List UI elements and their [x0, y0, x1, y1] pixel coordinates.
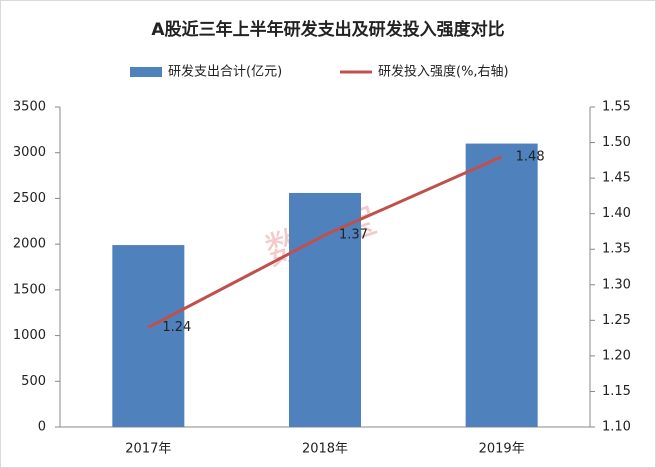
data-label: 1.24: [162, 320, 191, 335]
y-tick-label: 500: [21, 374, 46, 389]
bar: [465, 143, 538, 428]
y-tick-label: 2000: [13, 237, 46, 252]
y2-tick-label: 1.25: [602, 313, 631, 328]
data-label: 1.37: [339, 228, 368, 243]
bar: [112, 245, 185, 427]
x-tick-label: 2019年: [479, 442, 525, 457]
y2-tick-label: 1.50: [602, 135, 631, 150]
y2-tick-label: 1.30: [602, 277, 631, 292]
legend-label: 研发投入强度(%,右轴): [378, 64, 509, 80]
y-tick-label: 1500: [13, 282, 46, 297]
y-tick-label: 1000: [13, 328, 46, 343]
y2-tick-label: 1.10: [602, 420, 631, 435]
chart-title: A股近三年上半年研发支出及研发投入强度对比: [151, 19, 504, 40]
y2-tick-label: 1.40: [602, 206, 631, 221]
y2-tick-label: 1.35: [602, 242, 631, 257]
x-tick-label: 2017年: [125, 442, 171, 457]
y2-tick-label: 1.45: [602, 171, 631, 186]
y2-tick-label: 1.15: [602, 384, 631, 399]
x-tick-label: 2018年: [302, 442, 348, 457]
line: [147, 155, 503, 329]
y-tick-label: 3000: [13, 145, 46, 160]
y-tick-label: 0: [38, 420, 46, 435]
legend-label: 研发支出合计(亿元): [168, 64, 282, 80]
bar: [289, 192, 361, 427]
y-tick-label: 3500: [13, 100, 46, 115]
y2-tick-label: 1.55: [602, 100, 631, 115]
data-label: 1.48: [516, 149, 545, 164]
y-tick-label: 2500: [13, 191, 46, 206]
legend-swatch: [130, 67, 162, 77]
y2-tick-label: 1.20: [602, 348, 631, 363]
